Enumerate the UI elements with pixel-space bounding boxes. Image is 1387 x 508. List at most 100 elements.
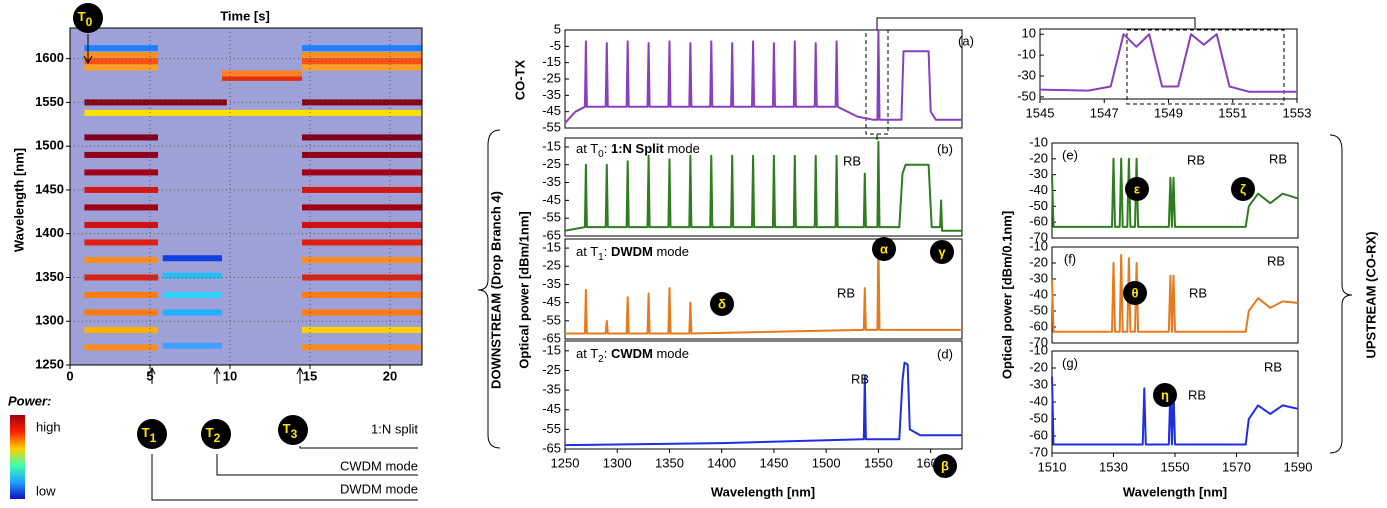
power-trace	[84, 344, 158, 351]
annotation: RB	[1187, 152, 1205, 167]
time-marker	[278, 415, 308, 445]
y-tick-label: -65	[542, 330, 561, 345]
note-sub: 0	[598, 149, 604, 160]
y-tick-label: -40	[1029, 286, 1048, 301]
legend-title: Power:	[8, 393, 51, 408]
y-tick-label: -5	[549, 38, 561, 53]
power-trace	[302, 256, 422, 263]
x-tick-label: 1450	[759, 455, 788, 470]
y-axis-label: Wavelength [nm]	[11, 148, 26, 252]
y-tick-label: -65	[542, 227, 561, 242]
panel-label: (f)	[1064, 251, 1076, 266]
annotation: RB	[1188, 387, 1206, 402]
power-trace	[84, 186, 158, 193]
chart-title: Time [s]	[220, 8, 270, 23]
y-tick-label: -25	[542, 258, 561, 273]
spectrum-line	[1039, 33, 1297, 93]
note-bold: 1:N Split	[611, 141, 664, 156]
panel-label: (g)	[1062, 355, 1078, 370]
power-trace	[84, 64, 158, 71]
badge	[1123, 281, 1147, 305]
y-tick-label: -30	[1029, 376, 1048, 391]
badge	[933, 454, 957, 478]
marker-main: T	[283, 421, 291, 436]
power-trace	[162, 272, 222, 279]
power-trace	[302, 239, 422, 246]
power-trace	[84, 309, 158, 316]
y-tick-label: -55	[542, 210, 561, 225]
x-axis-label: Wavelength [nm]	[1123, 484, 1227, 499]
x-tick-label: 1590	[1284, 459, 1313, 474]
y-tick-label: -10	[1017, 47, 1036, 62]
y-tick-label: 5	[554, 21, 561, 36]
x-axis-label: Wavelength [nm]	[711, 484, 815, 499]
note-pre: at T	[576, 244, 598, 259]
power-trace	[302, 169, 422, 176]
spectrum-line	[564, 361, 962, 447]
power-trace	[302, 221, 422, 228]
panel-label: (e)	[1062, 147, 1078, 162]
spectrum-line	[564, 29, 962, 124]
y-tick-label: -70	[1029, 334, 1048, 349]
badge-label: γ	[938, 244, 946, 259]
time-marker-label: T2	[206, 425, 221, 445]
y-tick-label: -45	[542, 294, 561, 309]
x-tick-label: 5	[146, 368, 153, 383]
y-tick-label: -25	[542, 70, 561, 85]
panel-note: at T2: CWDM mode	[576, 346, 689, 364]
badge	[872, 237, 896, 261]
x-tick-label: 1350	[655, 455, 684, 470]
y-axis-label: CO-TX	[512, 59, 527, 100]
note-post: mode	[653, 346, 689, 361]
marker-sub: 0	[86, 15, 93, 29]
x-tick-label: 1550	[1161, 459, 1190, 474]
y-tick-label: -55	[542, 119, 561, 134]
y-tick-label: -35	[542, 382, 561, 397]
y-tick-label: -35	[542, 174, 561, 189]
power-trace	[302, 204, 422, 211]
annotation: RB	[1264, 359, 1282, 374]
power-trace	[84, 291, 158, 298]
arrow	[213, 366, 221, 384]
zoom-connector	[876, 17, 1196, 30]
panel-note: at T0: 1:N Split mode	[576, 141, 700, 159]
y-tick-label: -25	[542, 362, 561, 377]
badge-label: β	[941, 458, 949, 473]
note-sub: 2	[598, 354, 604, 365]
arrow	[83, 34, 93, 65]
time-marker	[137, 419, 167, 449]
y-tick-label: -35	[542, 87, 561, 102]
power-trace	[84, 58, 158, 65]
note-sub: 1	[598, 252, 604, 263]
mode-line	[299, 446, 418, 449]
x-tick-label: 1549	[1154, 105, 1183, 120]
note-post: mode	[664, 141, 700, 156]
y-tick-label: -35	[542, 276, 561, 291]
y-tick-label: -50	[1017, 88, 1036, 103]
time-marker-label: T1	[142, 425, 157, 445]
spectrum-line	[564, 140, 962, 232]
y-tick-label: -60	[1029, 214, 1048, 229]
mode-label: 1:N split	[371, 421, 418, 436]
note-post: mode	[653, 244, 689, 259]
arrow	[148, 366, 156, 384]
plot-frame	[564, 137, 963, 237]
power-trace	[162, 255, 222, 262]
y-tick-label: -10	[1029, 238, 1048, 253]
y-tick-label: -65	[542, 440, 561, 455]
x-tick-label: 1553	[1283, 105, 1312, 120]
badge-label: α	[880, 241, 888, 256]
power-trace	[84, 274, 158, 281]
badge	[930, 240, 954, 264]
y-tick-label: -15	[542, 138, 561, 153]
badge-label: δ	[718, 296, 726, 311]
y-tick-label: -50	[1029, 410, 1048, 425]
y-tick-label: -55	[542, 312, 561, 327]
power-trace	[302, 58, 422, 65]
y-tick-label: -20	[1029, 359, 1048, 374]
y-tick-label: 1600	[35, 50, 64, 65]
x-tick-label: 1530	[1099, 459, 1128, 474]
marker-sub: 1	[150, 431, 157, 445]
y-tick-label: -50	[1029, 198, 1048, 213]
spectrum-line	[565, 241, 962, 335]
